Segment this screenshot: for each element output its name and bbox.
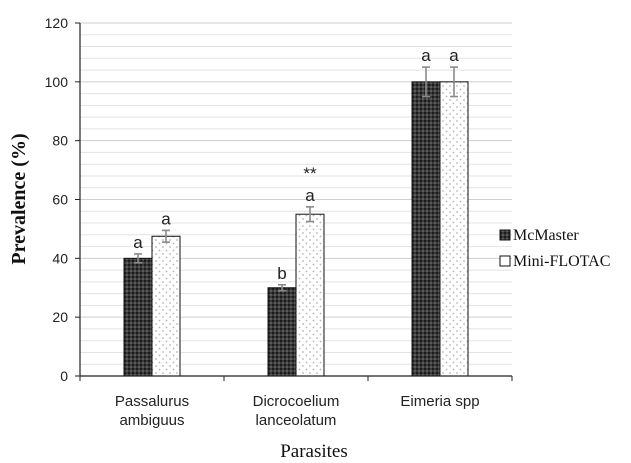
y-tick-labels: 0 20 40 60 80 100 120 <box>45 15 69 384</box>
bar <box>151 235 181 377</box>
significance-letter: a <box>133 233 143 252</box>
significance-letter: a <box>421 46 431 65</box>
error-bars <box>134 66 458 292</box>
legend-label-mcmaster: McMaster <box>513 227 579 244</box>
y-tick-label: 100 <box>45 74 69 90</box>
bar <box>123 257 153 377</box>
legend-swatch-mcmaster <box>499 229 511 241</box>
legend-item-mini-flotac: Mini-FLOTAC <box>499 253 610 270</box>
y-tick-label: 120 <box>45 15 69 31</box>
axes <box>75 22 513 381</box>
significance-letter: a <box>449 46 459 65</box>
bar <box>439 81 469 377</box>
x-category-label: Dicrocoelium <box>253 393 340 410</box>
y-tick-label: 20 <box>52 309 68 325</box>
y-tick-label: 40 <box>52 250 68 266</box>
y-tick-label: 0 <box>60 368 68 384</box>
bar <box>267 287 297 377</box>
bar <box>295 213 325 377</box>
legend-swatch-mini-flotac <box>499 255 511 267</box>
x-category-label: Passalurus <box>115 393 189 410</box>
x-category-labels: Passalurus ambiguus Dicrocoelium lanceolatu… <box>115 393 480 429</box>
legend-label-mini-flotac: Mini-FLOTAC <box>513 253 610 270</box>
significance-letter: a <box>305 186 315 205</box>
x-category-label: Eimeria spp <box>400 393 479 410</box>
x-axis-title: Parasites <box>280 441 348 462</box>
y-tick-label: 60 <box>52 192 68 208</box>
legend: McMaster Mini-FLOTAC <box>499 227 610 270</box>
significance-letter: a <box>161 209 171 228</box>
y-axis-title: Prevalence (%) <box>8 133 30 264</box>
bar <box>411 81 441 377</box>
significance-letter: b <box>277 264 286 283</box>
bars <box>123 81 469 377</box>
x-category-label: ambiguus <box>119 412 184 429</box>
significance-annotation: ** <box>303 164 317 183</box>
y-tick-label: 80 <box>52 133 68 149</box>
x-category-label: lanceolatum <box>256 412 337 429</box>
legend-item-mcmaster: McMaster <box>499 227 579 244</box>
